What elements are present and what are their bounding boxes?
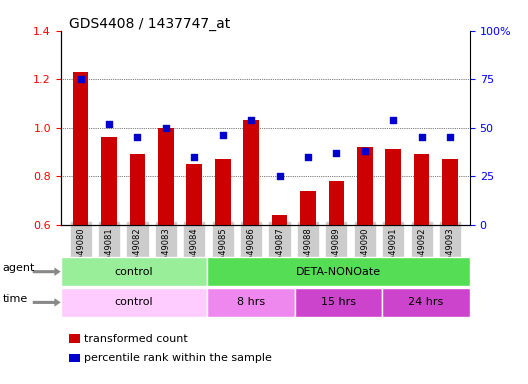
Text: percentile rank within the sample: percentile rank within the sample (84, 353, 272, 363)
Point (332, 150, 341, 156)
Bar (215, 159, 231, 370)
Text: agent: agent (3, 263, 35, 273)
Point (446, 134, 454, 141)
Bar (300, 191, 316, 370)
Point (389, 117, 398, 123)
Bar (207, 288, 295, 317)
Bar (186, 164, 202, 370)
Bar (61, 288, 207, 317)
Point (275, 173, 284, 179)
Text: time: time (3, 293, 28, 304)
Point (247, 117, 256, 123)
Text: transformed count: transformed count (84, 334, 188, 344)
Text: 15 hrs: 15 hrs (321, 297, 356, 308)
Point (361, 148, 369, 154)
Text: control: control (115, 266, 153, 277)
Bar (442, 159, 458, 370)
Text: 8 hrs: 8 hrs (237, 297, 265, 308)
Point (418, 134, 426, 141)
Bar (382, 288, 470, 317)
Text: DETA-NONOate: DETA-NONOate (296, 266, 381, 277)
Bar (272, 215, 287, 370)
Bar (73, 72, 88, 370)
Text: control: control (115, 297, 153, 308)
Point (304, 154, 312, 160)
Bar (243, 121, 259, 370)
Point (77, 76, 85, 82)
Text: 24 hrs: 24 hrs (409, 297, 444, 308)
Bar (385, 149, 401, 370)
Bar (207, 257, 470, 286)
Point (133, 134, 142, 141)
Bar (295, 288, 382, 317)
Bar (328, 181, 344, 370)
Bar (61, 257, 207, 286)
Point (105, 121, 113, 127)
Bar (357, 147, 373, 370)
Point (190, 154, 199, 160)
Bar (414, 154, 429, 370)
Bar (101, 137, 117, 370)
Point (219, 132, 227, 139)
Text: GDS4408 / 1437747_at: GDS4408 / 1437747_at (69, 17, 230, 31)
Point (162, 125, 170, 131)
Bar (158, 128, 174, 370)
Bar (130, 154, 145, 370)
